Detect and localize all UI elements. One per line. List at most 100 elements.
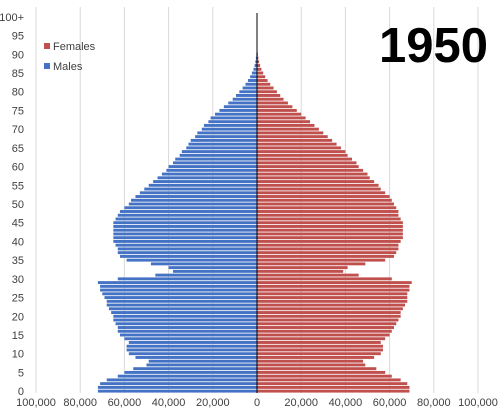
male-bar-age-18 — [115, 322, 257, 326]
y-tick-label: 15 — [12, 330, 24, 342]
male-bar-age-22 — [108, 307, 258, 311]
female-bar-age-26 — [257, 292, 408, 296]
female-bar-age-68 — [257, 135, 328, 139]
female-bar-age-80 — [257, 90, 277, 94]
male-bar-age-15 — [119, 333, 257, 337]
female-bar-age-76 — [257, 105, 293, 109]
y-tick-label: 80 — [12, 87, 24, 99]
male-bar-age-34 — [150, 262, 257, 266]
male-bar-age-56 — [153, 180, 257, 184]
male-bar-age-71 — [203, 123, 257, 127]
male-bar-age-23 — [106, 303, 257, 307]
female-bar-age-0 — [257, 389, 410, 393]
male-bar-age-38 — [117, 247, 258, 251]
x-tick-label: 20,000 — [196, 397, 230, 409]
male-bar-age-3 — [106, 378, 257, 382]
male-bar-age-37 — [117, 251, 258, 255]
female-bar-age-32 — [257, 269, 344, 273]
female-bar-age-66 — [257, 142, 337, 146]
y-tick-label: 70 — [12, 124, 24, 136]
female-bar-age-27 — [257, 288, 410, 292]
legend-swatch-males — [44, 63, 50, 69]
female-bar-age-3 — [257, 378, 401, 382]
male-bar-age-72 — [208, 120, 257, 124]
male-bar-age-61 — [173, 161, 257, 165]
male-bar-age-51 — [131, 198, 257, 202]
male-bar-age-48 — [119, 210, 257, 213]
male-bar-age-62 — [175, 157, 257, 161]
female-bar-age-65 — [257, 146, 341, 150]
male-bar-age-47 — [117, 213, 258, 217]
male-bar-age-6 — [133, 367, 257, 371]
female-bar-age-22 — [257, 307, 403, 311]
female-bar-age-53 — [257, 191, 386, 195]
female-bar-age-64 — [257, 150, 346, 154]
y-tick-label: 75 — [12, 105, 24, 117]
male-bar-age-54 — [144, 187, 257, 191]
female-bar-age-36 — [257, 254, 395, 258]
female-bar-age-5 — [257, 370, 386, 374]
male-bar-age-60 — [168, 165, 257, 169]
female-bar-age-69 — [257, 131, 324, 135]
female-bar-age-28 — [257, 284, 410, 288]
male-bar-age-24 — [106, 299, 257, 303]
female-bar-age-74 — [257, 112, 302, 116]
y-tick-label: 60 — [12, 162, 24, 174]
female-bar-age-17 — [257, 326, 395, 329]
male-bar-age-64 — [181, 150, 257, 154]
male-bar-age-81 — [242, 86, 257, 90]
female-bar-age-14 — [257, 337, 386, 341]
female-bar-age-7 — [257, 363, 366, 367]
female-bar-age-87 — [257, 64, 261, 67]
male-bar-age-73 — [210, 116, 257, 120]
female-bar-age-73 — [257, 116, 306, 120]
x-tick-label: 80,000 — [417, 397, 451, 409]
y-tick-label: 0 — [18, 386, 24, 398]
male-bar-age-59 — [166, 168, 257, 172]
x-tick-label: 60,000 — [373, 397, 407, 409]
male-bar-age-11 — [126, 348, 257, 352]
female-bar-age-57 — [257, 176, 370, 180]
x-tick-label: 40,000 — [329, 397, 363, 409]
male-bar-age-39 — [115, 243, 257, 247]
male-bar-age-69 — [197, 131, 257, 135]
female-bar-age-6 — [257, 367, 377, 371]
female-bar-age-86 — [257, 67, 262, 71]
female-bar-age-39 — [257, 243, 399, 247]
male-bar-age-82 — [245, 82, 257, 86]
male-bar-age-0 — [97, 389, 257, 393]
female-bar-age-54 — [257, 187, 381, 191]
male-bar-age-21 — [111, 311, 257, 314]
female-bar-age-29 — [257, 281, 412, 285]
female-bar-age-4 — [257, 374, 392, 378]
female-bar-age-47 — [257, 213, 399, 217]
female-bar-age-63 — [257, 153, 348, 157]
female-bar-age-89 — [257, 56, 259, 60]
male-bar-age-13 — [128, 341, 257, 344]
female-bar-age-18 — [257, 322, 397, 326]
male-bar-age-28 — [100, 284, 257, 288]
x-tick-label: 100,000 — [16, 397, 56, 409]
x-tick-label: 100,000 — [458, 397, 498, 409]
male-bar-age-53 — [139, 191, 257, 195]
male-bar-age-33 — [168, 266, 257, 270]
female-bar-age-62 — [257, 157, 353, 161]
male-bar-age-70 — [201, 127, 257, 131]
male-bar-age-84 — [250, 75, 257, 79]
female-bar-age-38 — [257, 247, 399, 251]
male-bar-age-36 — [119, 254, 257, 258]
female-bar-age-59 — [257, 168, 364, 172]
female-bar-age-15 — [257, 333, 390, 337]
x-tick-label: 80,000 — [63, 397, 97, 409]
female-bar-age-84 — [257, 75, 266, 79]
male-bar-age-74 — [215, 112, 257, 116]
female-bar-age-44 — [257, 224, 403, 228]
male-bar-age-42 — [113, 232, 257, 236]
female-bar-age-21 — [257, 311, 401, 314]
male-bar-age-46 — [115, 217, 257, 221]
female-bar-age-52 — [257, 195, 390, 198]
female-bar-age-71 — [257, 123, 315, 127]
y-tick-label: 25 — [12, 293, 24, 305]
male-bar-age-10 — [128, 352, 257, 356]
male-bar-age-88 — [255, 60, 257, 64]
